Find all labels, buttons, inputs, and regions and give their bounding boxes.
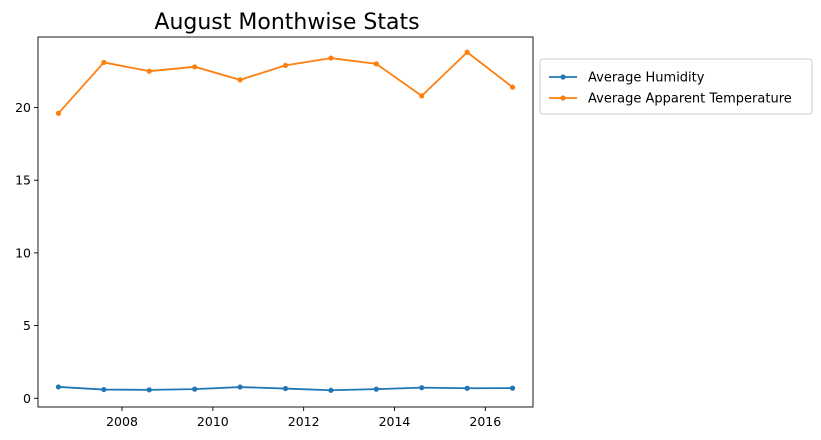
x-tick-label: 2010 bbox=[197, 414, 229, 429]
y-tick-label: 10 bbox=[15, 245, 31, 260]
plot-area-frame bbox=[37, 36, 534, 408]
data-point bbox=[237, 384, 243, 390]
data-point bbox=[282, 385, 289, 392]
data-point bbox=[464, 385, 470, 391]
data-point bbox=[101, 386, 107, 393]
chart-title: August Monthwise Stats bbox=[154, 10, 419, 35]
legend-marker-humidity bbox=[560, 74, 566, 80]
data-point bbox=[509, 84, 516, 90]
data-point bbox=[101, 59, 107, 66]
x-axis: 2008 2010 2012 2014 2016 bbox=[106, 407, 501, 429]
series-line bbox=[57, 51, 514, 114]
data-point bbox=[328, 387, 334, 393]
data-point bbox=[146, 68, 152, 74]
x-tick-label: 2014 bbox=[379, 414, 411, 429]
data-point bbox=[192, 386, 198, 392]
x-tick-label: 2016 bbox=[469, 414, 501, 429]
legend-label-temperature: Average Apparent Temperature bbox=[588, 92, 792, 107]
data-point bbox=[509, 385, 516, 391]
data-point bbox=[55, 110, 62, 116]
data-point bbox=[464, 49, 470, 55]
series-layer bbox=[55, 49, 516, 393]
x-tick-label: 2008 bbox=[106, 414, 138, 429]
y-tick-label: 5 bbox=[23, 318, 31, 333]
data-point bbox=[373, 61, 379, 67]
series-1 bbox=[55, 49, 516, 116]
data-point bbox=[328, 55, 334, 61]
data-point bbox=[55, 384, 62, 390]
data-point bbox=[192, 64, 198, 70]
y-tick-label: 15 bbox=[15, 173, 31, 188]
legend: Average Humidity Average Apparent Temper… bbox=[539, 58, 813, 115]
series-0 bbox=[55, 384, 516, 393]
legend-box bbox=[539, 58, 813, 115]
data-point bbox=[237, 77, 243, 83]
y-axis: 0 5 10 15 20 bbox=[15, 100, 38, 406]
data-point bbox=[282, 62, 289, 68]
y-tick-label: 0 bbox=[23, 391, 31, 406]
data-point bbox=[373, 386, 379, 392]
data-point bbox=[419, 93, 425, 99]
y-tick-label: 20 bbox=[15, 100, 31, 115]
data-point bbox=[146, 387, 152, 393]
x-tick-label: 2012 bbox=[288, 414, 320, 429]
data-point bbox=[419, 385, 425, 391]
legend-marker-temperature bbox=[560, 95, 566, 101]
legend-label-humidity: Average Humidity bbox=[588, 71, 705, 86]
